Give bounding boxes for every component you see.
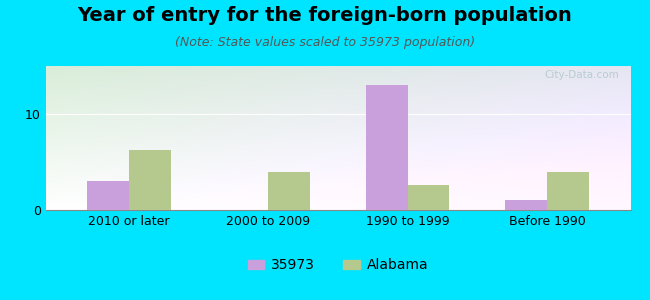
- Bar: [87, 181, 129, 210]
- Text: City-Data.com: City-Data.com: [544, 70, 619, 80]
- Legend: 35973, Alabama: 35973, Alabama: [242, 253, 434, 278]
- Text: Year of entry for the foreign-born population: Year of entry for the foreign-born popul…: [77, 6, 573, 25]
- Bar: [268, 172, 310, 210]
- Bar: [547, 172, 589, 210]
- Bar: [366, 85, 408, 210]
- Text: (Note: State values scaled to 35973 population): (Note: State values scaled to 35973 popu…: [175, 36, 475, 49]
- Bar: [408, 185, 449, 210]
- Bar: [505, 200, 547, 210]
- Bar: [129, 151, 171, 210]
